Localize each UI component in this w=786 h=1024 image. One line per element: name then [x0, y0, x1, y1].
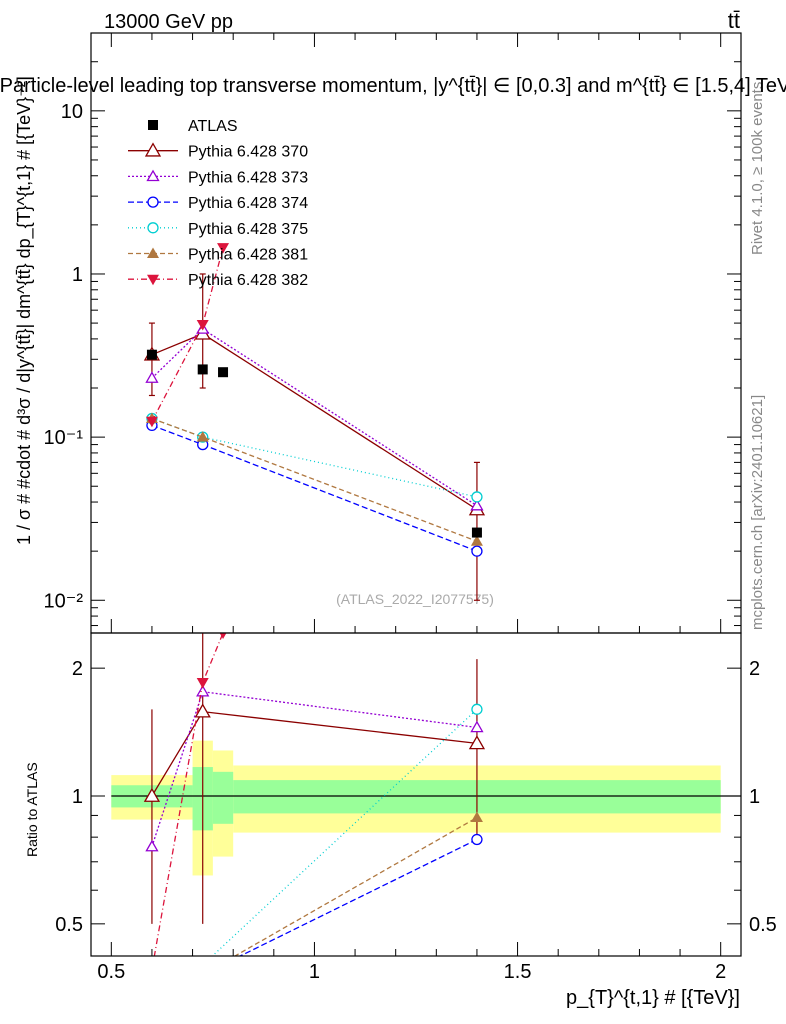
- legend-marker: [148, 120, 158, 130]
- legend-label: ATLAS: [188, 118, 238, 135]
- x-tick-label: 2: [715, 961, 726, 983]
- series-6-428-381-ratio-point: [470, 811, 483, 822]
- legend-label: Pythia 6.428 373: [188, 169, 308, 186]
- atlas-data-point: [197, 364, 208, 375]
- atlas-data-point: [218, 367, 229, 378]
- series-6-428-375-ratio-point: [147, 969, 157, 979]
- series-6-428-382-ratio-point: [219, 633, 227, 639]
- series-6-428-373-ratio-point: [196, 684, 210, 697]
- series-6-428-374-ratio-point: [198, 969, 208, 979]
- atlas-data-point: [146, 349, 157, 360]
- x-tick-label: 0.5: [97, 961, 125, 983]
- series-6-428-374-ratio-point: [147, 960, 157, 970]
- series-6-428-375-point: [471, 491, 483, 503]
- y-main-tick-label: 10: [61, 101, 83, 123]
- series-6-428-374-ratio-point: [471, 833, 483, 846]
- y-axis-title-ratio: Ratio to ATLAS: [24, 762, 40, 857]
- header-energy: 13000 GeV pp: [104, 11, 233, 33]
- y-ratio-tick-label-right: 2: [749, 658, 760, 680]
- legend-marker: [147, 222, 159, 234]
- legend-item: Pythia 6.428 381: [128, 247, 308, 264]
- atlas-data-point: [471, 527, 482, 538]
- series-6-428-381-ratio-point: [197, 968, 209, 979]
- legend-label: Pythia 6.428 381: [188, 247, 308, 264]
- legend-marker: [147, 274, 159, 286]
- legend-item: Pythia 6.428 370: [128, 142, 308, 161]
- y-main-tick-label: 10⁻²: [44, 590, 84, 612]
- series-6-428-382-point: [217, 243, 230, 254]
- ratio-frame: [90, 632, 742, 957]
- legend-item: ATLAS: [148, 118, 238, 135]
- series-6-428-374-point: [471, 545, 483, 557]
- legend-label: Pythia 6.428 374: [188, 195, 308, 212]
- legend-marker: [146, 169, 160, 182]
- legend-item: Pythia 6.428 375: [128, 221, 308, 238]
- legend-label: Pythia 6.428 375: [188, 221, 308, 238]
- rivet-label: Rivet 4.1.0, ≥ 100k events: [749, 82, 766, 255]
- series-6-428-370-ratio-point: [468, 735, 486, 750]
- legend-label: Pythia 6.428 382: [188, 272, 308, 289]
- header-process: tt̄: [728, 8, 740, 33]
- legend-label: Pythia 6.428 370: [188, 144, 308, 161]
- y-main-tick-label: 1: [72, 264, 83, 286]
- y-ratio-tick-label: 1: [72, 786, 83, 808]
- x-tick-label: 1.5: [504, 961, 532, 983]
- legend: ATLAS Pythia 6.428 370 Pythia 6.428 373 Pyt…: [128, 118, 308, 289]
- ratio-band-green: [212, 771, 234, 824]
- series-6-428-375-ratio-point: [471, 703, 483, 715]
- series-6-428-381-point: [470, 535, 483, 546]
- y-main-tick-label: 10⁻¹: [44, 427, 84, 449]
- series-6-428-373-ratio-point: [145, 839, 159, 852]
- y-ratio-tick-label-right: 1: [749, 786, 760, 808]
- legend-item: Pythia 6.428 374: [128, 195, 308, 212]
- legend-marker: [144, 142, 162, 157]
- legend-marker: [147, 196, 159, 208]
- watermark: (ATLAS_2022_I2077575): [336, 591, 494, 607]
- x-axis-title: p_{T}^{t,1} # [{TeV}]: [566, 987, 740, 1009]
- series-6-428-381-point: [196, 431, 209, 442]
- y-ratio-tick-label: 0.5: [55, 914, 83, 936]
- legend-marker: [147, 247, 159, 258]
- series-6-428-381-line: [151, 417, 478, 542]
- series-6-428-382-ratio-point: [146, 965, 158, 976]
- series-6-428-382-ratio-point: [196, 678, 209, 689]
- series-6-428-373-ratio-point: [470, 720, 484, 733]
- series-6-428-373-line: [151, 328, 478, 507]
- series-6-428-382-point: [145, 416, 158, 428]
- series-6-428-373-point: [470, 498, 484, 511]
- series-6-428-375-line: [151, 417, 478, 498]
- series-6-428-370-ratio-point: [194, 703, 211, 718]
- mcplots-label: mcplots.cern.ch [arXiv:2401.10621]: [749, 395, 766, 630]
- series-6-428-375-ratio-point: [198, 960, 208, 970]
- series-6-428-370-ratio-point: [143, 787, 161, 802]
- legend-item: Pythia 6.428 382: [128, 272, 308, 289]
- ratio-panel: 0.5 0.5 1 1 2 2 0.5 1 1.5 2: [55, 33, 777, 983]
- series-6-428-381-ratio-point: [146, 959, 158, 970]
- legend-item: Pythia 6.428 373: [128, 169, 308, 186]
- plot-title: Particle-level leading top transverse mo…: [0, 75, 786, 97]
- y-ratio-tick-label: 2: [72, 658, 83, 680]
- x-tick-label: 1: [309, 961, 320, 983]
- series-6-428-373-point: [145, 371, 159, 383]
- main-panel: (ATLAS_2022_I2077575) 10⁻² 10⁻¹ 1 10 ATLAS P…: [44, 32, 742, 634]
- series-6-428-374-ratio-line: [238, 838, 478, 956]
- y-ratio-tick-label-right: 0.5: [749, 914, 777, 936]
- y-axis-title-main: 1 / σ # #cdot # d³σ / d|y^{tt̄}| dm^{tt̄…: [14, 76, 35, 545]
- series-6-428-370-line: [151, 333, 478, 511]
- series-6-428-382-point: [196, 320, 209, 331]
